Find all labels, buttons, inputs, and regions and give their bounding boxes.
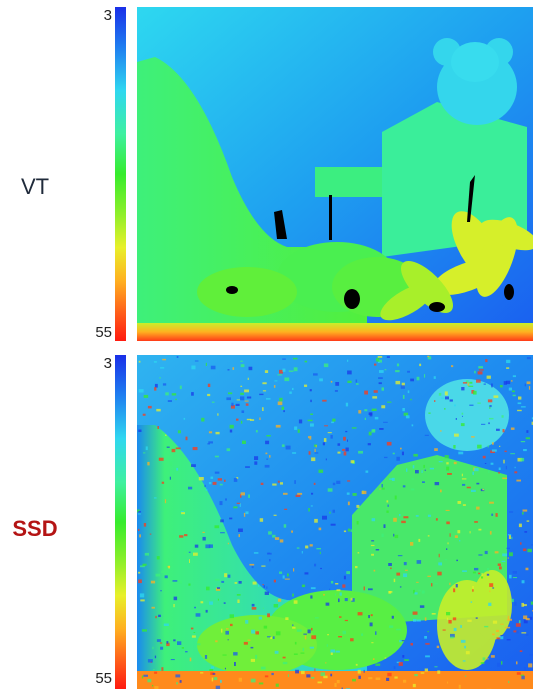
bottom-colorbar-max-label: 3 <box>103 355 112 372</box>
ssd-disparity-map <box>137 355 533 689</box>
vt-label: VT <box>20 174 50 199</box>
ssd-label: SSD <box>12 516 58 541</box>
top-colorbar <box>115 7 126 341</box>
vt-disparity-map <box>137 7 533 341</box>
bottom-colorbar <box>115 355 126 689</box>
bottom-colorbar-min-label: 55 <box>95 670 112 687</box>
top-colorbar-max-label: 3 <box>103 7 112 24</box>
top-colorbar-min-label: 55 <box>95 324 112 341</box>
